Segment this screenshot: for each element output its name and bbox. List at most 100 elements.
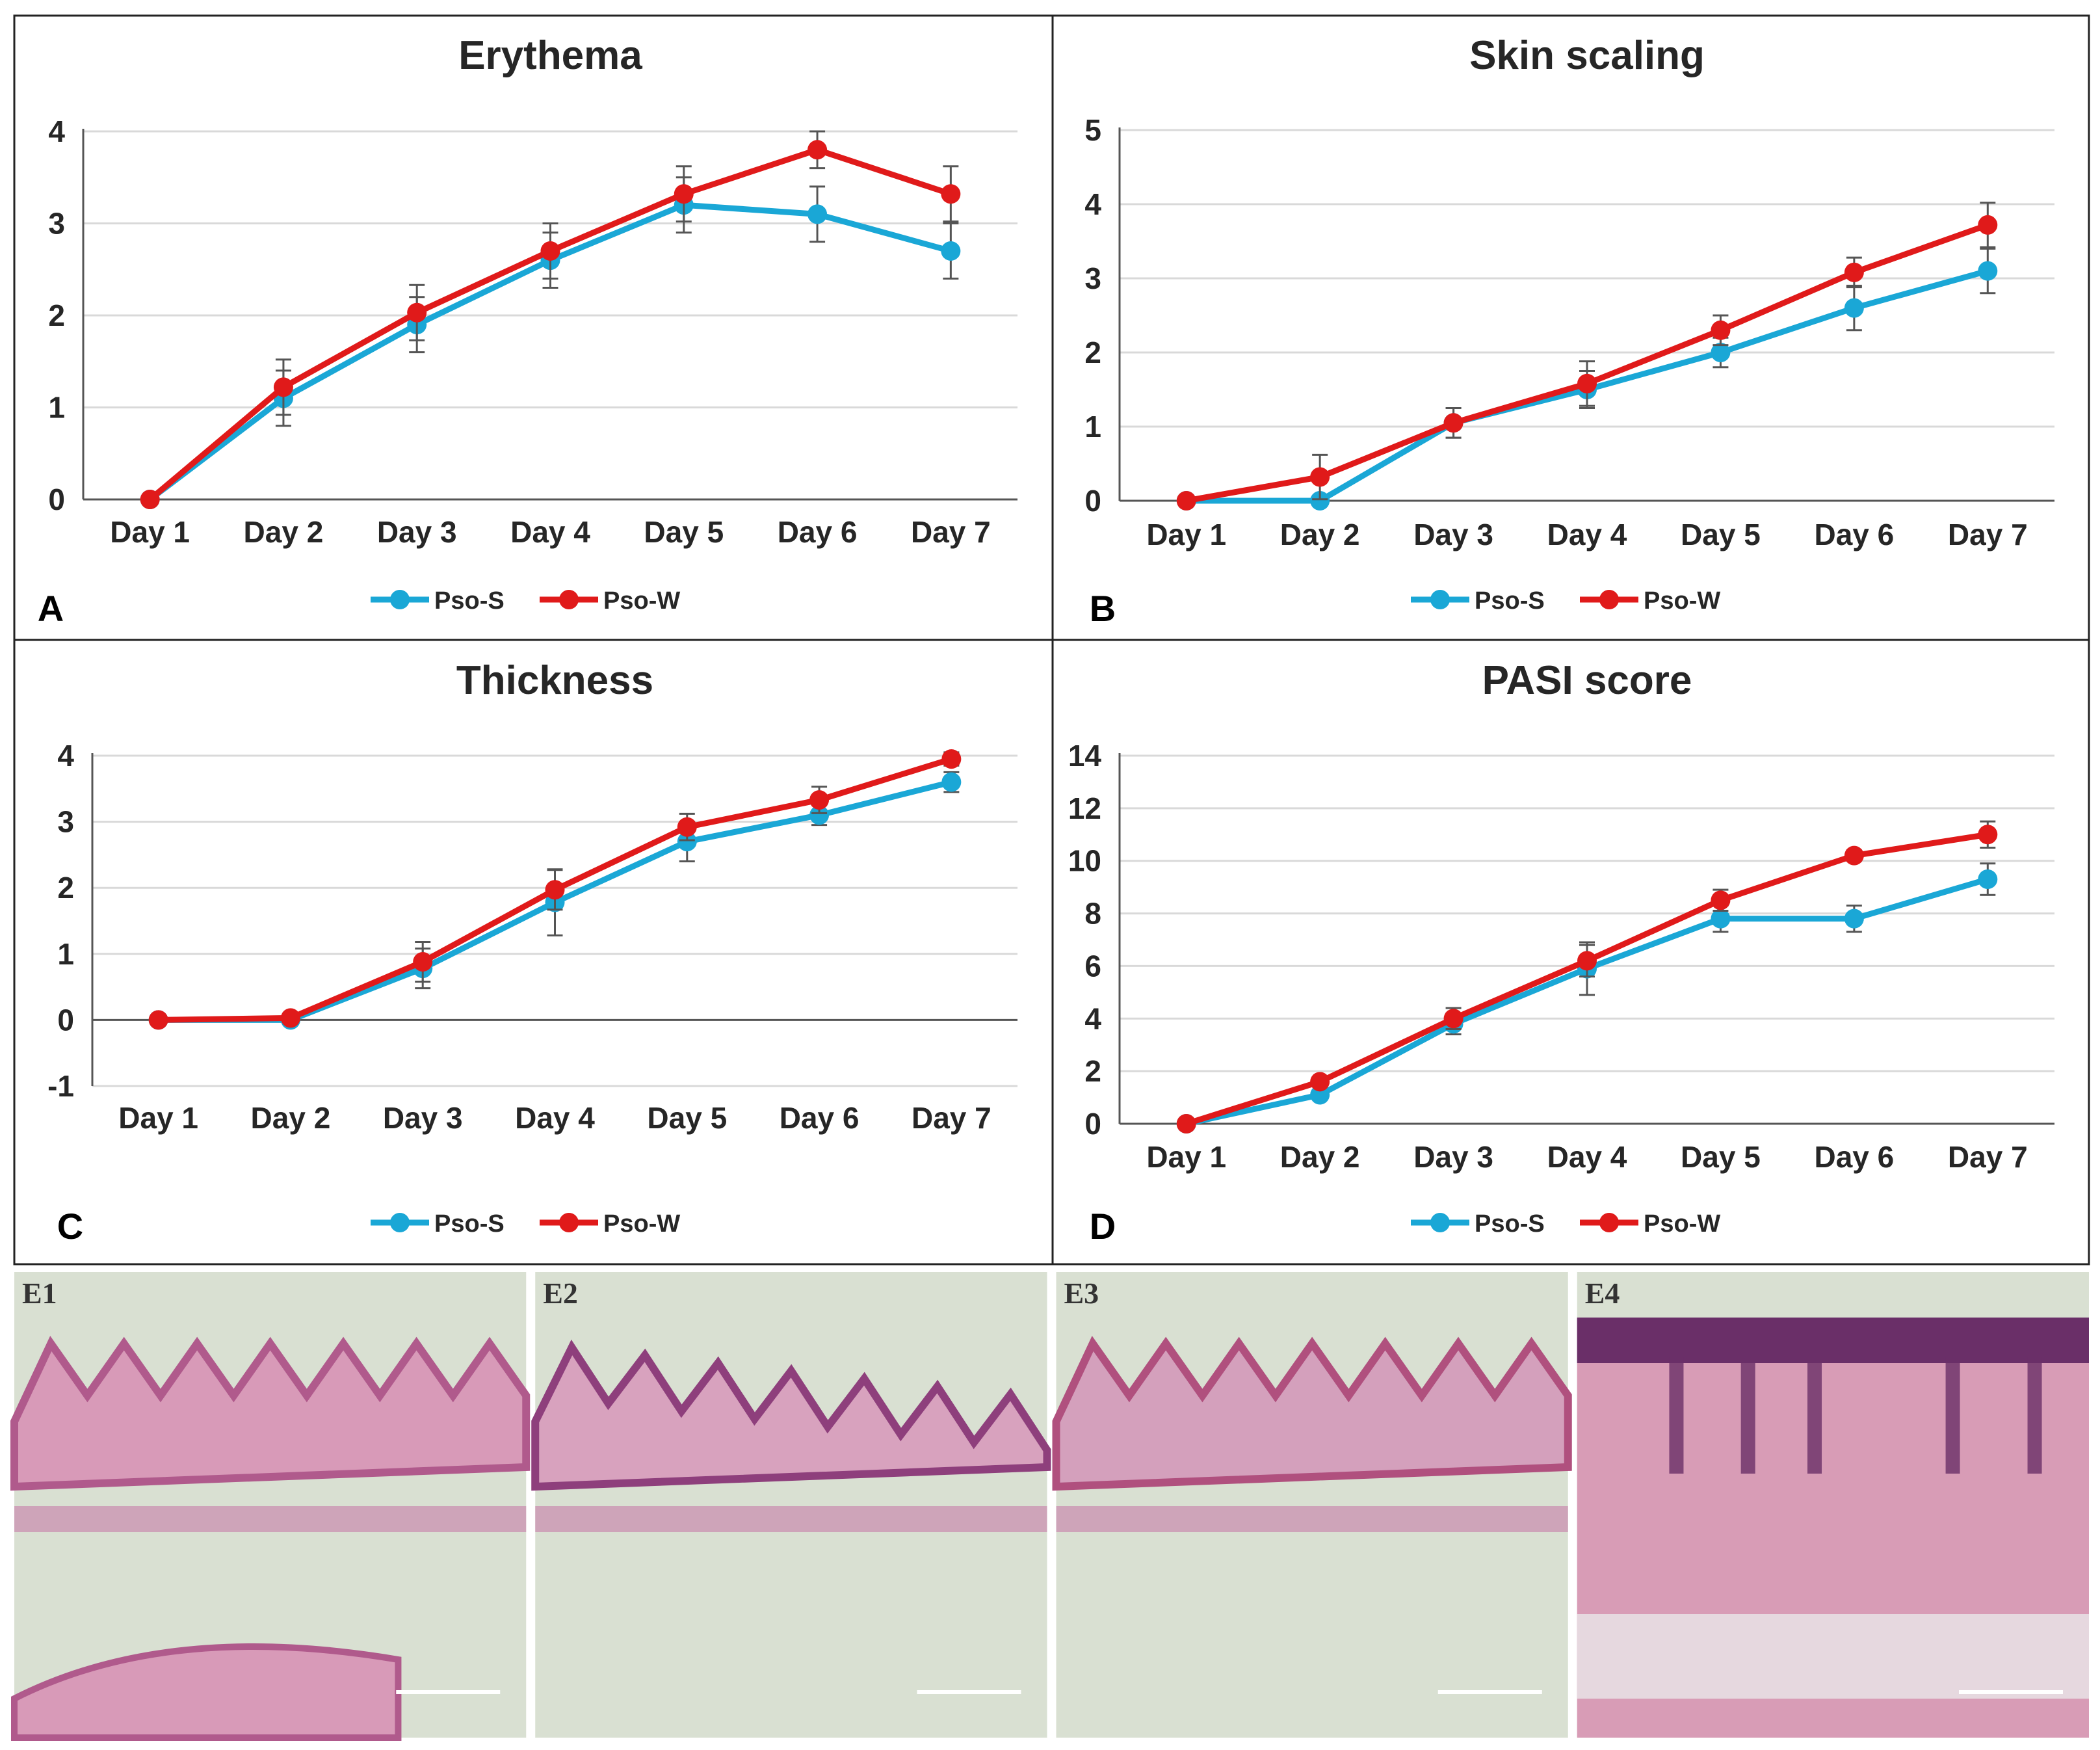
x-tick-label: Day 5	[647, 1101, 727, 1135]
legend: Pso-S Pso-W	[371, 1210, 680, 1238]
histology-image-e4: E4	[1577, 1272, 2089, 1738]
x-tick-label: Day 2	[1280, 1140, 1360, 1174]
y-tick-label: 10	[1068, 844, 1101, 878]
x-tick-label: Day 6	[1814, 1140, 1894, 1174]
x-tick-label: Day 5	[1681, 1140, 1761, 1174]
y-tick-label: 3	[48, 207, 65, 241]
x-tick-label: Day 3	[377, 515, 457, 549]
data-point	[1711, 343, 1731, 362]
chart-title: Skin scaling	[1469, 33, 1705, 78]
data-point	[148, 1010, 168, 1030]
x-tick-label: Day 2	[251, 1101, 331, 1135]
x-tick-label: Day 4	[1547, 518, 1627, 551]
pasi-score-chart: PASI score 0 2 4 6 8 10 12 14 Day 1 Day 2 Day 3 Day …	[1068, 658, 2054, 1247]
data-point	[1711, 890, 1731, 910]
chart-title: Thickness	[456, 658, 653, 703]
x-tick-label: Day 6	[1814, 518, 1894, 551]
legend: Pso-S Pso-W	[371, 587, 680, 615]
data-point	[1844, 298, 1864, 318]
legend-label: Pso-W	[603, 1210, 680, 1238]
y-tick-label: 8	[1084, 897, 1101, 931]
panel-letter: D	[1090, 1206, 1116, 1247]
data-point	[1844, 908, 1864, 929]
data-point	[941, 772, 962, 792]
dermis-band	[14, 1506, 527, 1532]
y-tick-label: 5	[1084, 113, 1101, 147]
legend: Pso-S Pso-W	[1411, 587, 1720, 615]
x-tick-label: Day 5	[1681, 518, 1761, 551]
y-tick-label: 1	[48, 391, 65, 425]
data-point	[1443, 1009, 1463, 1029]
x-tick-label: Day 7	[1948, 1140, 2028, 1174]
panel-letter: A	[38, 588, 64, 629]
x-tick-label: Day 3	[1413, 1140, 1493, 1174]
data-point	[407, 302, 427, 323]
data-point	[140, 490, 160, 509]
histology-label: E2	[543, 1277, 578, 1310]
x-tick-label: Day 1	[110, 515, 190, 549]
legend: Pso-S Pso-W	[1411, 1210, 1720, 1238]
x-tick-label: Day 1	[1146, 1140, 1226, 1174]
chart-title: Erythema	[458, 33, 642, 78]
x-tick-label: Day 5	[644, 515, 724, 549]
panel-letter: B	[1090, 588, 1116, 629]
data-point	[809, 790, 830, 810]
legend-label: Pso-W	[1644, 1210, 1720, 1238]
data-point	[1844, 262, 1864, 282]
rete-ridge	[1945, 1357, 1960, 1474]
erythema-chart: Erythema 0 1 2 3 4 Day 1 Day 2 Day 3 Day 4 Day 5 Da…	[38, 33, 1017, 629]
data-point	[674, 184, 694, 204]
data-point	[1310, 1072, 1330, 1092]
x-tick-label: Day 1	[118, 1101, 198, 1135]
y-tick-label: 14	[1068, 739, 1102, 773]
data-point	[1711, 908, 1731, 929]
data-point	[413, 951, 433, 972]
y-tick-label: 0	[57, 1003, 74, 1037]
legend-swatch-marker	[1430, 1213, 1450, 1232]
legend-swatch-marker	[390, 590, 410, 609]
x-tick-label: Day 7	[912, 1101, 991, 1135]
legend-swatch-marker	[1599, 590, 1619, 609]
series-pso-w	[1176, 820, 1998, 1134]
legend-label: Pso-W	[1644, 587, 1720, 615]
data-point	[677, 832, 697, 852]
histology-background	[535, 1272, 1047, 1738]
data-point	[941, 241, 961, 261]
epidermis-layer	[1052, 1336, 1572, 1491]
y-tick-label: 4	[1084, 1001, 1101, 1035]
y-tick-label: 3	[57, 805, 74, 839]
histology-image-e3: E3	[1052, 1272, 1572, 1738]
x-tick-label: Day 3	[1413, 518, 1493, 551]
data-point	[1711, 320, 1731, 340]
histology-image-e2: E2	[531, 1272, 1051, 1738]
legend-swatch-marker	[559, 1213, 579, 1232]
legend-swatch-marker	[559, 590, 579, 609]
rete-ridge	[1807, 1357, 1822, 1474]
data-point	[1310, 491, 1330, 510]
thickness-chart: Thickness -1 0 1 2 3 4 Day 1 Day 2 Day 3 Day 4 Day …	[47, 658, 1017, 1247]
panel-letter: C	[57, 1206, 83, 1247]
rete-ridge	[1669, 1357, 1684, 1474]
chart-title: PASI score	[1482, 658, 1692, 703]
series-pso-w	[1176, 202, 1998, 510]
histology-image-e1: E1	[10, 1272, 531, 1741]
data-point	[807, 204, 828, 224]
data-point	[540, 241, 560, 261]
legend-label: Pso-S	[1475, 1210, 1545, 1238]
x-tick-label: Day 4	[515, 1101, 595, 1135]
legend-label: Pso-W	[603, 587, 680, 615]
dermis-band	[1056, 1506, 1568, 1532]
data-point	[1844, 845, 1864, 866]
y-tick-label: 2	[57, 871, 74, 905]
x-tick-label: Day 6	[780, 1101, 860, 1135]
legend-label: Pso-S	[434, 1210, 505, 1238]
y-tick-label: 4	[48, 114, 65, 148]
x-tick-label: Day 4	[510, 515, 590, 549]
epidermis-layer	[10, 1336, 531, 1491]
data-point	[1443, 413, 1463, 433]
lower-tissue	[11, 1643, 402, 1741]
dermis-band	[535, 1506, 1047, 1532]
data-point	[1310, 467, 1330, 487]
data-point	[280, 1008, 300, 1028]
